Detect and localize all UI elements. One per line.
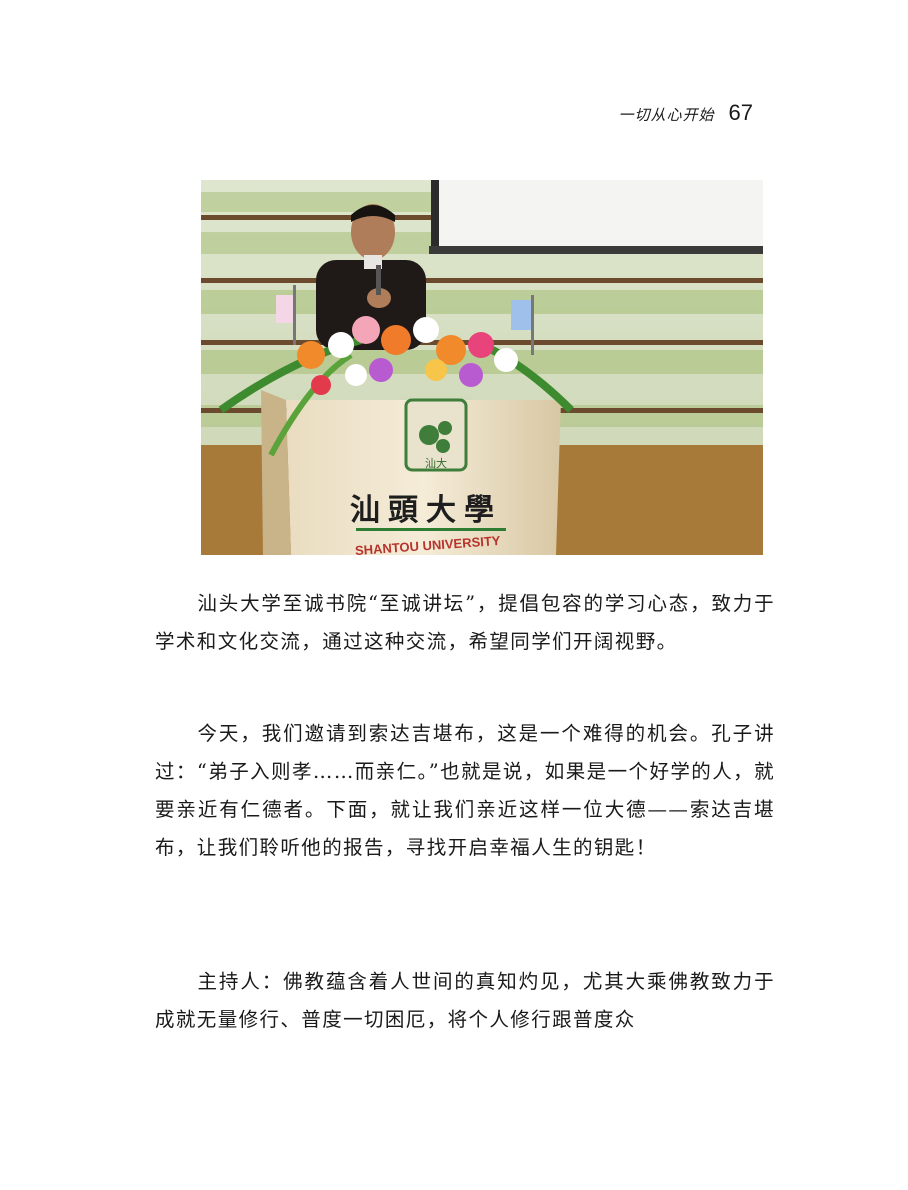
- paragraph-1: 汕头大学至诚书院“至诚讲坛”，提倡包容的学习心态，致力于学术和文化交流，通过这种…: [155, 592, 775, 653]
- paragraph-2: 今天，我们邀请到索达吉堪布，这是一个难得的机会。孔子讲过：“弟子入则孝……而亲仁…: [155, 722, 775, 859]
- flower-arrangement: [218, 316, 574, 457]
- running-header: 一切从心开始 67: [619, 100, 754, 126]
- speaker-photo: 汕大 汕頭大學 SHANTOU UNIVERSITY: [201, 180, 763, 555]
- emblem-text: 汕大: [425, 456, 447, 470]
- page-number: 67: [728, 100, 753, 125]
- podium: 汕大 汕頭大學 SHANTOU UNIVERSITY: [261, 390, 561, 555]
- podium-name-cn: 汕頭大學: [350, 493, 502, 528]
- running-header-title: 一切从心开始: [618, 106, 715, 124]
- paragraph-3: 主持人：佛教蕴含着人世间的真知灼见，尤其大乘佛教致力于成就无量修行、普度一切困厄…: [155, 970, 775, 1031]
